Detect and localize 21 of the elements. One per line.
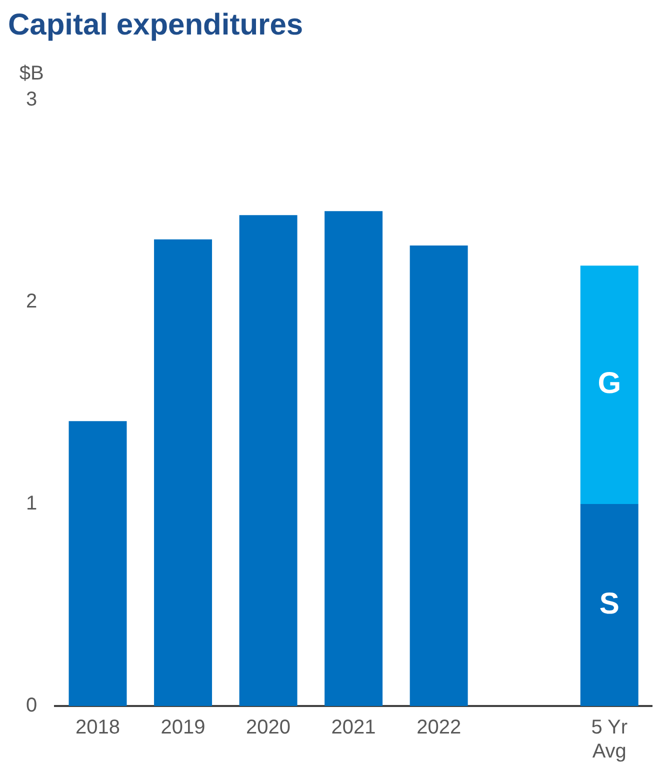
- bar: [239, 215, 298, 706]
- x-tick-label: 5 Yr Avg: [591, 716, 628, 763]
- series-label: S: [599, 587, 620, 620]
- bar: [580, 504, 638, 706]
- x-tick-label: 2021: [331, 716, 376, 739]
- bar: [324, 211, 383, 706]
- x-tick-label: 2022: [416, 716, 462, 739]
- bar: [154, 239, 212, 706]
- y-tick-label: 2: [26, 290, 38, 313]
- y-axis-title: $B: [19, 62, 44, 85]
- y-tick-label: 0: [26, 694, 38, 717]
- bar: [580, 266, 638, 504]
- y-tick-label: 1: [26, 492, 38, 515]
- x-tick-label: 2020: [246, 716, 291, 739]
- series-label: G: [598, 367, 622, 400]
- bar: [68, 421, 127, 706]
- bar: [410, 245, 468, 706]
- x-tick-label: 2019: [160, 716, 206, 739]
- chart-title: Capital expenditures: [8, 8, 304, 42]
- y-tick-label: 3: [26, 88, 38, 111]
- x-tick-label: 2018: [76, 716, 120, 739]
